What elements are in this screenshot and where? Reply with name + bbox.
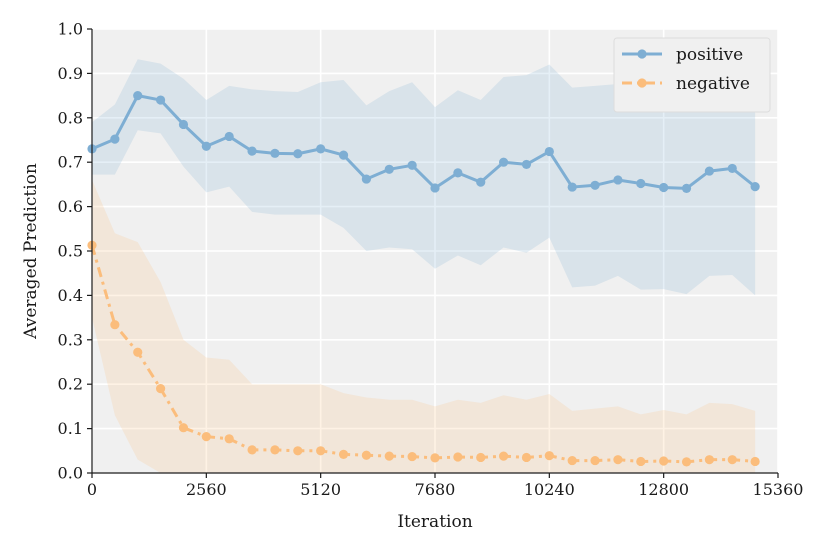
y-tick-label-8: 0.8 [58, 108, 83, 127]
y-tick-label-4: 0.4 [58, 286, 83, 305]
negative-band [92, 179, 756, 473]
positive-point-26 [681, 183, 692, 193]
positive-point-28 [727, 163, 737, 174]
legend-label-positive: positive [676, 45, 743, 65]
positive-point-8 [270, 148, 280, 158]
legend-marker-negative [637, 78, 647, 88]
positive-point-4 [178, 119, 189, 130]
positive-point-6 [224, 131, 234, 142]
negative-point-14 [407, 451, 417, 462]
positive-point-12 [361, 174, 371, 184]
negative-point-24 [636, 456, 646, 467]
positive-point-24 [636, 178, 646, 189]
negative-point-6 [224, 434, 234, 444]
negative-point-28 [727, 455, 737, 465]
positive-point-16 [453, 168, 463, 178]
negative-point-5 [201, 431, 211, 442]
x-tick-label-1: 2560 [186, 480, 227, 499]
x-axis-ticks: 0 2560 5120 7680 10240 12800 15360 [87, 473, 804, 499]
legend-label-negative: negative [676, 74, 750, 94]
y-tick-label-7: 0.7 [58, 153, 83, 172]
legend-marker-positive [637, 49, 647, 59]
positive-point-23 [613, 175, 623, 185]
negative-point-16 [453, 452, 463, 462]
positive-point-18 [499, 157, 509, 167]
positive-point-3 [156, 95, 166, 105]
negative-point-9 [293, 446, 303, 456]
negative-point-2 [133, 347, 143, 357]
positive-point-25 [659, 182, 669, 193]
negative-point-20 [544, 451, 554, 461]
negative-point-22 [590, 455, 600, 466]
negative-point-3 [156, 384, 166, 394]
x-tick-label-6: 15360 [753, 480, 804, 499]
positive-point-1 [110, 134, 120, 144]
negative-point-8 [270, 445, 280, 455]
positive-point-14 [407, 160, 417, 170]
series-points [87, 91, 760, 467]
positive-point-27 [704, 166, 715, 176]
negative-point-1 [110, 320, 120, 330]
negative-point-18 [499, 451, 509, 461]
negative-point-13 [384, 451, 394, 461]
y-tick-label-6: 0.6 [58, 197, 83, 216]
y-tick-label-2: 0.2 [58, 375, 83, 394]
x-tick-label-2: 5120 [300, 480, 341, 499]
y-tick-label-9: 0.9 [58, 64, 83, 83]
positive-point-10 [316, 144, 326, 154]
negative-point-11 [338, 449, 349, 459]
positive-point-22 [590, 180, 600, 190]
positive-point-13 [384, 164, 394, 174]
positive-point-7 [247, 146, 257, 156]
x-tick-label-5: 12800 [638, 480, 689, 499]
negative-point-10 [316, 446, 326, 456]
positive-point-17 [476, 177, 486, 187]
x-tick-label-4: 10240 [524, 480, 575, 499]
y-axis-ticks: 0.0 0.1 0.2 0.3 0.4 0.5 0.6 0.7 0.8 0.9 1.0 [58, 20, 92, 483]
y-tick-label-0: 0.0 [58, 464, 83, 483]
positive-point-29 [750, 182, 760, 192]
x-tick-label-3: 7680 [415, 480, 456, 499]
negative-point-26 [681, 457, 692, 467]
negative-point-19 [521, 452, 532, 463]
y-tick-label-1: 0.1 [58, 419, 83, 438]
negative-point-7 [247, 445, 257, 455]
positive-point-19 [521, 159, 532, 170]
y-tick-label-3: 0.3 [58, 330, 83, 349]
legend: positive negative [613, 37, 771, 113]
positive-point-15 [430, 183, 440, 193]
negative-point-27 [704, 455, 715, 465]
positive-point-9 [293, 149, 303, 159]
negative-point-17 [476, 452, 486, 463]
negative-point-12 [361, 450, 371, 460]
negative-point-23 [613, 455, 623, 465]
positive-point-11 [338, 150, 349, 160]
negative-point-25 [659, 456, 669, 466]
negative-point-29 [750, 456, 760, 467]
x-tick-label-0: 0 [87, 480, 97, 499]
y-tick-label-5: 0.5 [58, 242, 83, 261]
negative-point-4 [178, 423, 189, 433]
positive-point-21 [567, 182, 577, 192]
negative-point-15 [430, 453, 440, 463]
positive-point-5 [201, 141, 211, 151]
x-axis-label: Iteration [397, 512, 472, 532]
positive-point-20 [544, 146, 554, 157]
legend-box [613, 37, 771, 113]
y-tick-label-10: 1.0 [58, 20, 83, 39]
y-axis-label: Averaged Prediction [21, 163, 41, 340]
negative-point-21 [567, 455, 577, 466]
positive-point-2 [133, 91, 143, 101]
